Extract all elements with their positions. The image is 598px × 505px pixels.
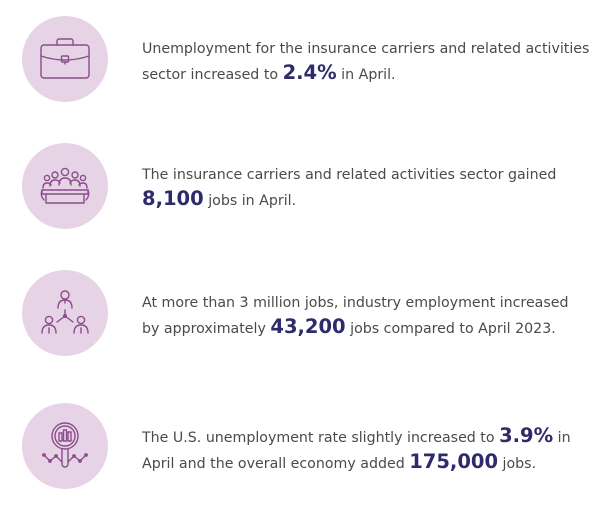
stat-text: The insurance carriers and related activ…	[142, 164, 590, 213]
magnifier-chart-icon	[22, 403, 108, 489]
meeting-group-icon	[22, 143, 108, 229]
stat-text-middle: in April and the overall economy added	[142, 430, 571, 472]
org-network-icon	[22, 270, 108, 356]
stat-text-after: jobs compared to April 2023.	[345, 321, 556, 337]
stat-text-after: jobs.	[498, 456, 537, 472]
stat-text-before: Unemployment for the insurance carriers …	[142, 41, 590, 83]
stat-text-before: At more than 3 million jobs, industry em…	[142, 295, 569, 337]
stat-text-before: The insurance carriers and related activ…	[142, 167, 557, 183]
stat-value-secondary: 175,000	[409, 450, 499, 473]
stat-value: 2.4%	[282, 61, 337, 84]
stat-value: 8,100	[142, 187, 204, 210]
stat-text-before: The U.S. unemployment rate slightly incr…	[142, 430, 500, 446]
stat-text: The U.S. unemployment rate slightly incr…	[142, 424, 590, 476]
stat-text-after: in April.	[336, 67, 396, 83]
stat-text-after: jobs in April.	[203, 193, 297, 209]
stat-value: 43,200	[270, 315, 346, 338]
stat-text: At more than 3 million jobs, industry em…	[142, 292, 590, 341]
stat-text: Unemployment for the insurance carriers …	[142, 38, 590, 87]
briefcase-icon	[22, 16, 108, 102]
stat-value: 3.9%	[499, 424, 554, 447]
